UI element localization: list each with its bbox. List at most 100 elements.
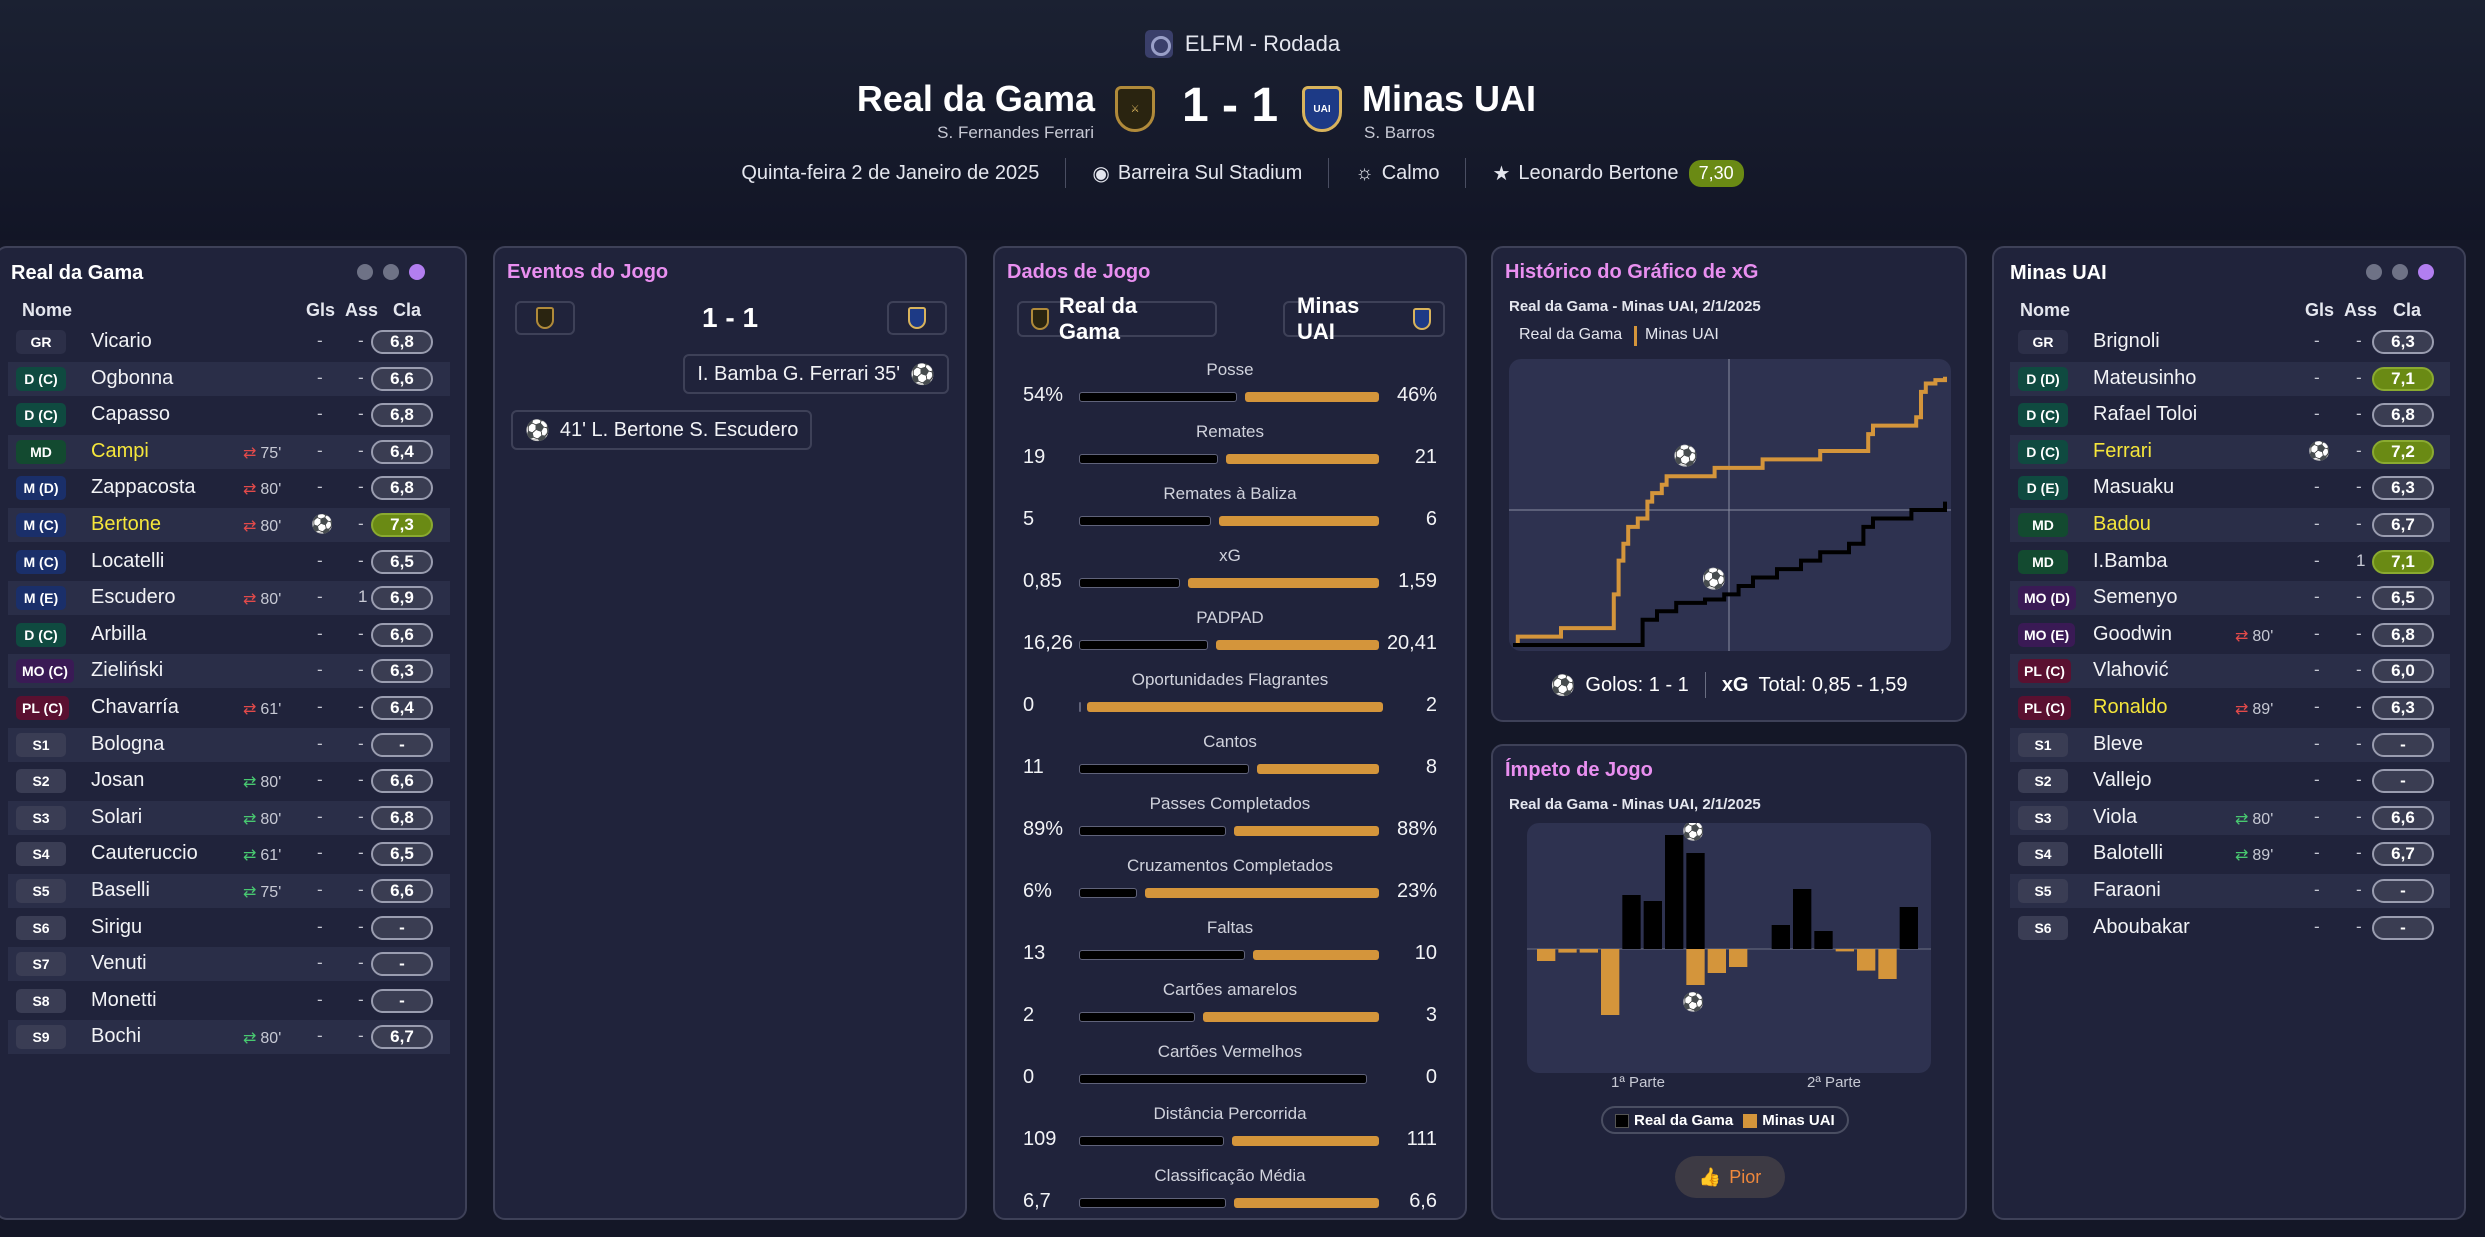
player-row[interactable]: S3 Solari ⇄ 80' - -6,8: [8, 800, 450, 835]
player-row[interactable]: D (E) Masuaku - -6,3: [2010, 471, 2450, 505]
goal-event[interactable]: I. Bamba G. Ferrari 35' ⚽: [683, 354, 949, 394]
player-row[interactable]: S5 Faraoni - - -: [2010, 874, 2450, 908]
home-team-crest-icon[interactable]: ⚔: [1115, 86, 1155, 132]
player-name[interactable]: Locatelli: [91, 549, 165, 572]
player-row[interactable]: S8 Monetti - - -: [8, 984, 450, 1018]
player-row[interactable]: D (C) Ferrari ⚽ -7,2: [2010, 434, 2450, 469]
player-of-match[interactable]: Leonardo Bertone: [1518, 161, 1679, 184]
goal-event[interactable]: ⚽ 41' L. Bertone S. Escudero: [511, 410, 813, 450]
player-row[interactable]: PL (C) Ronaldo ⇄ 89' - -6,3: [2010, 691, 2450, 725]
player-name[interactable]: Monetti: [91, 988, 157, 1011]
player-name[interactable]: Badou: [2093, 513, 2151, 535]
player-row[interactable]: D (C) Ogbonna - -6,6: [8, 361, 450, 396]
view-dot[interactable]: [2366, 264, 2382, 280]
player-row[interactable]: PL (C) Vlahović - -6,0: [2010, 654, 2450, 689]
player-name[interactable]: Zappacosta: [91, 476, 196, 499]
player-row[interactable]: S4 Balotelli ⇄ 89' - -6,7: [2010, 837, 2450, 871]
player-row[interactable]: D (C) Arbilla - -6,6: [8, 618, 450, 652]
worse-button[interactable]: 👍 Pior: [1675, 1156, 1785, 1198]
player-name[interactable]: Vlahović: [2093, 659, 2169, 682]
player-row[interactable]: MO (C) Zieliński - -6,3: [8, 654, 450, 689]
player-name[interactable]: Bologna: [91, 732, 165, 755]
player-row[interactable]: S6 Aboubakar - - -: [2010, 911, 2450, 945]
player-row[interactable]: MD I.Bamba - 1 7,1: [2010, 545, 2450, 579]
column-goals[interactable]: Gls: [2305, 300, 2335, 320]
player-row[interactable]: S3 Viola ⇄ 80' - -6,6: [2010, 800, 2450, 835]
player-name[interactable]: Ferrari: [2093, 439, 2152, 462]
player-name[interactable]: Goodwin: [2093, 622, 2172, 645]
player-name[interactable]: Bertone: [91, 513, 162, 535]
player-name[interactable]: Vallejo: [2093, 769, 2152, 792]
view-dot-active[interactable]: [409, 264, 425, 280]
home-team-name[interactable]: Real da Gama: [856, 78, 1095, 119]
stadium-name[interactable]: Barreira Sul Stadium: [1117, 161, 1303, 184]
player-name[interactable]: Capasso: [91, 403, 170, 426]
player-name[interactable]: Baselli: [91, 879, 150, 901]
view-toggle[interactable]: [357, 264, 425, 280]
player-row[interactable]: PL (C) Chavarría ⇄ 61' - -6,4: [8, 691, 450, 725]
player-row[interactable]: S9 Bochi ⇄ 80' - -6,7: [8, 1020, 450, 1055]
player-row[interactable]: M (C) Locatelli - -6,5: [8, 545, 450, 579]
column-assists[interactable]: Ass: [345, 300, 379, 320]
column-goals[interactable]: Gls: [306, 300, 336, 320]
player-name[interactable]: Semenyo: [2093, 586, 2178, 609]
player-name[interactable]: Arbilla: [91, 622, 147, 645]
player-row[interactable]: MD Campi ⇄ 75' - -6,4: [8, 434, 450, 469]
away-manager[interactable]: S. Barros: [1364, 123, 1435, 142]
away-team-button[interactable]: Minas UAI: [1283, 293, 1445, 344]
view-dot[interactable]: [2392, 264, 2408, 280]
player-row[interactable]: S2 Josan ⇄ 80' - -6,6: [8, 764, 450, 798]
player-row[interactable]: M (E) Escudero ⇄ 80' - 1 6,9: [8, 581, 450, 616]
view-dot[interactable]: [383, 264, 399, 280]
player-name[interactable]: Ronaldo: [2093, 696, 2168, 718]
column-assists[interactable]: Ass: [2344, 300, 2378, 320]
away-team-name[interactable]: Minas UAI: [1362, 78, 1537, 119]
player-name[interactable]: Venuti: [91, 952, 147, 975]
player-name[interactable]: Aboubakar: [2093, 915, 2190, 938]
player-name[interactable]: Escudero: [91, 586, 176, 609]
player-name[interactable]: I.Bamba: [2093, 549, 2168, 572]
player-name[interactable]: Mateusinho: [2093, 366, 2197, 389]
player-row[interactable]: MD Badou - -6,7: [2010, 508, 2450, 542]
column-name[interactable]: Nome: [22, 300, 73, 320]
player-name[interactable]: Sirigu: [91, 915, 143, 938]
player-row[interactable]: M (D) Zappacosta ⇄ 80' - -6,8: [8, 471, 450, 505]
view-dot-active[interactable]: [2418, 264, 2434, 280]
player-row[interactable]: D (D) Mateusinho - -7,1: [2010, 361, 2450, 396]
column-rating[interactable]: Cla: [2393, 300, 2422, 320]
competition-name[interactable]: ELFM - Rodada: [1184, 31, 1341, 56]
player-name[interactable]: Faraoni: [2093, 879, 2161, 901]
player-row[interactable]: GR Brignoli - -6,3: [2010, 325, 2450, 359]
player-name[interactable]: Josan: [91, 769, 145, 792]
player-row[interactable]: S1 Bologna - - -: [8, 727, 450, 762]
player-name[interactable]: Chavarría: [91, 696, 179, 718]
column-name[interactable]: Nome: [2020, 300, 2071, 320]
player-name[interactable]: Zieliński: [91, 659, 164, 682]
player-row[interactable]: D (C) Capasso - -6,8: [8, 398, 450, 432]
player-row[interactable]: GR Vicario - -6,8: [8, 325, 450, 359]
player-name[interactable]: Vicario: [91, 330, 152, 352]
player-name[interactable]: Masuaku: [2093, 476, 2175, 499]
player-row[interactable]: S4 Cauteruccio ⇄ 61' - -6,5: [8, 837, 450, 871]
player-row[interactable]: S7 Venuti - - -: [8, 947, 450, 982]
view-dot[interactable]: [357, 264, 373, 280]
player-name[interactable]: Bleve: [2093, 732, 2144, 755]
player-row[interactable]: S1 Bleve - - -: [2010, 727, 2450, 762]
player-name[interactable]: Brignoli: [2093, 330, 2160, 352]
home-team-button[interactable]: Real da Gama: [1017, 293, 1217, 344]
player-row[interactable]: M (C) Bertone ⇄ 80' ⚽ -7,3: [8, 508, 450, 542]
player-row[interactable]: S5 Baselli ⇄ 75' - -6,6: [8, 874, 450, 908]
player-row[interactable]: S2 Vallejo - - -: [2010, 764, 2450, 798]
player-name[interactable]: Campi: [91, 439, 149, 462]
player-name[interactable]: Solari: [91, 805, 143, 828]
player-name[interactable]: Viola: [2093, 805, 2138, 828]
column-rating[interactable]: Cla: [393, 300, 422, 320]
home-manager[interactable]: S. Fernandes Ferrari: [937, 123, 1094, 142]
player-row[interactable]: MO (D) Semenyo - -6,5: [2010, 581, 2450, 616]
player-name[interactable]: Ogbonna: [91, 366, 174, 389]
player-name[interactable]: Cauteruccio: [91, 842, 198, 865]
player-name[interactable]: Rafael Toloi: [2093, 403, 2198, 426]
view-toggle[interactable]: [2366, 264, 2434, 280]
player-name[interactable]: Bochi: [91, 1025, 142, 1048]
away-team-crest-icon[interactable]: UAI: [1302, 86, 1342, 132]
